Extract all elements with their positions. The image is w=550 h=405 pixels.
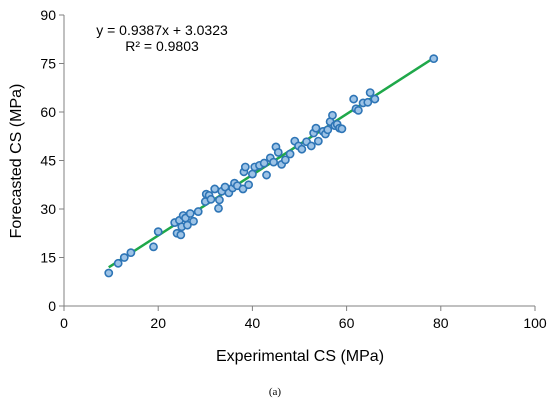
y-tick-label: 0 [48,298,56,314]
data-point [349,94,359,104]
data-point [210,184,220,194]
equation-label: y = 0.9387x + 3.0323 [96,22,228,38]
data-point [370,94,380,104]
data-point [149,242,158,252]
x-tick-label: 40 [245,315,261,331]
data-point [285,149,295,159]
y-tick-label: 30 [40,201,56,217]
data-point [185,209,195,218]
x-tick-label: 100 [523,315,547,331]
x-tick-label: 80 [433,315,449,331]
y-tick-label: 60 [40,104,56,120]
data-point [269,157,278,167]
data-point [240,162,250,172]
x-tick-label: 0 [60,315,68,331]
data-point [306,141,316,151]
data-point [119,253,129,262]
data-point [353,105,363,115]
data-point [323,125,333,135]
r-squared-label: R² = 0.9803 [125,38,199,54]
data-point [247,169,257,179]
figure-caption: (a) [268,386,282,398]
x-axis-title: Experimental CS (MPa) [216,348,384,365]
y-axis-title: Forecasted CS (MPa) [8,84,25,239]
y-tick-label: 15 [40,250,56,266]
data-point [262,170,271,180]
data-point [311,123,321,133]
data-point [238,184,248,194]
data-point [113,258,123,268]
data-point [153,227,163,237]
axes: 0 15 30 45 60 75 90 0 20 40 60 80 100 [40,7,546,331]
data-point [104,268,114,278]
data-point [337,124,347,134]
x-tick-label: 60 [339,315,355,331]
data-point [193,207,203,216]
data-point [313,136,323,146]
data-point [183,220,192,230]
y-tick-label: 75 [40,56,56,72]
data-point [244,180,254,190]
data-point [429,54,439,64]
y-tick-label: 90 [40,7,56,23]
points-layer [104,54,439,278]
data-point [328,110,337,120]
data-point [189,216,198,226]
data-point [176,230,186,240]
data-point [126,248,136,258]
data-point [214,203,223,213]
y-tick-label: 45 [40,153,56,169]
data-point [273,148,283,157]
x-tick-label: 20 [150,315,166,331]
data-point [365,88,375,97]
data-point [215,195,224,205]
data-point [280,155,290,165]
data-point [297,144,307,154]
data-point [259,158,269,168]
data-point [206,194,216,204]
data-point [363,97,373,107]
